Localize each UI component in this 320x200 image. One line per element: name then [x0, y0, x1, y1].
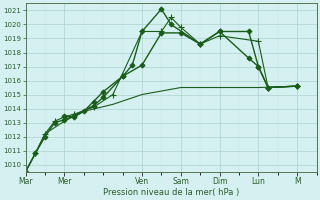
X-axis label: Pression niveau de la mer( hPa ): Pression niveau de la mer( hPa ) [103, 188, 239, 197]
